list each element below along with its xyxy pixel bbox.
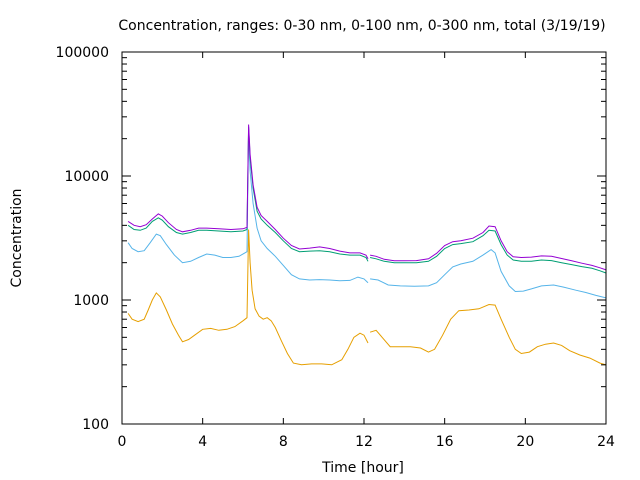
x-tick-label: 4 xyxy=(198,434,207,450)
x-tick-label: 12 xyxy=(355,434,373,450)
plot-lines xyxy=(127,124,607,366)
y-tick-label: 1000 xyxy=(73,293,109,309)
x-tick-label: 24 xyxy=(597,434,615,450)
chart-title: Concentration, ranges: 0-30 nm, 0-100 nm… xyxy=(118,18,605,34)
x-axis: 0 4 8 12 16 20 24 xyxy=(118,52,615,450)
plot-frame xyxy=(121,51,607,425)
series-line-1 xyxy=(127,229,369,366)
x-tick-label: 20 xyxy=(516,434,534,450)
y-axis: 100 1000 10000 100000 xyxy=(56,45,606,433)
x-axis-label: Time [hour] xyxy=(321,460,404,476)
series-line-3 xyxy=(369,229,607,274)
series-line-2 xyxy=(370,248,607,299)
series-line-4 xyxy=(127,124,369,260)
y-tick-label: 10000 xyxy=(64,169,109,185)
x-tick-label: 0 xyxy=(118,434,127,450)
x-tick-label: 8 xyxy=(279,434,288,450)
y-tick-label: 100 xyxy=(82,417,109,433)
series-line-4 xyxy=(370,225,607,271)
y-axis-label: Concentration xyxy=(9,188,25,287)
x-tick-label: 16 xyxy=(436,434,454,450)
series-line-1 xyxy=(369,303,607,366)
y-tick-label: 100000 xyxy=(56,45,109,61)
